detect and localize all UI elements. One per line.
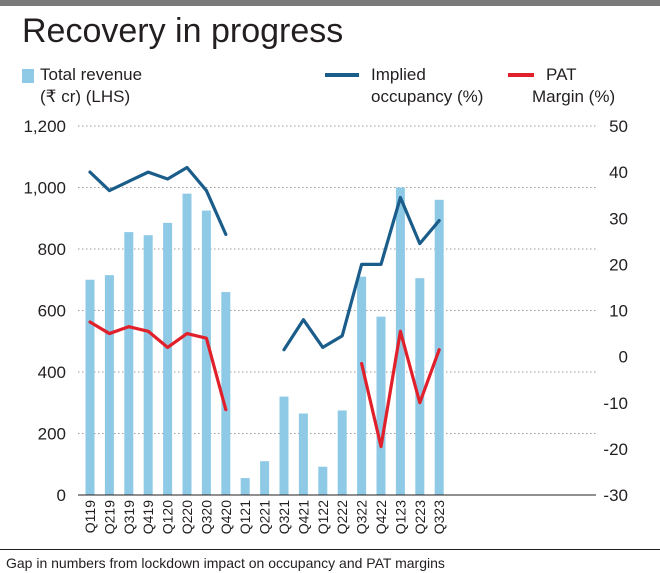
category-label: Q420 [218, 500, 234, 534]
revenue-bar [260, 461, 270, 495]
legend-pat-line1: PAT [546, 65, 577, 84]
top-rule [0, 0, 660, 6]
revenue-bar [415, 278, 425, 495]
right-tick-label: 0 [619, 348, 628, 367]
revenue-bar [240, 478, 250, 495]
chart-title: Recovery in progress [22, 12, 344, 50]
occupancy-line [282, 195, 441, 352]
pat-line [360, 329, 441, 449]
category-label: Q120 [160, 500, 176, 534]
left-tick-label: 1,000 [23, 179, 66, 198]
category-label: Q323 [431, 500, 447, 534]
category-label: Q422 [373, 500, 389, 534]
revenue-bar [182, 193, 192, 495]
left-tick-label: 0 [57, 486, 66, 505]
category-label: Q121 [237, 500, 253, 534]
left-tick-label: 800 [38, 240, 66, 259]
category-label: Q222 [334, 500, 350, 534]
legend-revenue-swatch [22, 69, 34, 83]
legend-occupancy-line2: occupancy (%) [371, 87, 484, 106]
legend-revenue-line1: Total revenue [40, 65, 143, 84]
category-label: Q119 [82, 500, 98, 533]
category-label: Q122 [315, 500, 331, 534]
category-label: Q322 [354, 500, 370, 534]
chart-area: 0 200 400 600 800 1,000 1,200 -30 -20 -10 0 10 20 30 4… [23, 117, 628, 534]
category-label: Q223 [412, 500, 428, 534]
right-tick-label: 40 [609, 163, 628, 182]
left-tick-label: 200 [38, 425, 66, 444]
category-label: Q123 [392, 500, 408, 534]
revenue-bar [318, 466, 328, 495]
category-label: Q220 [179, 500, 195, 534]
revenue-bar [104, 275, 114, 495]
category-label: Q221 [257, 500, 273, 534]
revenue-bar [201, 210, 211, 495]
revenue-bar [124, 232, 134, 495]
revenue-bar [279, 396, 289, 495]
chart-caption: Gap in numbers from lockdown impact on o… [6, 555, 445, 571]
right-tick-label: -10 [603, 394, 628, 413]
revenue-bar [395, 187, 405, 495]
category-label: Q321 [276, 500, 292, 534]
revenue-bar [434, 199, 444, 496]
category-label: Q419 [140, 500, 156, 534]
revenue-bar [357, 276, 367, 495]
legend-pat-line2: Margin (%) [532, 87, 616, 106]
revenue-bar [163, 222, 173, 496]
revenue-bar [221, 292, 231, 495]
left-tick-label: 400 [38, 363, 66, 382]
category-label: Q320 [198, 500, 214, 534]
right-tick-label: -20 [603, 440, 628, 459]
left-tick-label: 1,200 [23, 117, 66, 136]
legend-occupancy-line1: Implied [371, 65, 426, 84]
occupancy-line [88, 165, 228, 236]
caption-rule [0, 549, 660, 550]
legend-revenue-line2: (₹ cr) (LHS) [40, 87, 131, 106]
right-tick-label: 20 [609, 255, 628, 274]
revenue-bar [298, 413, 308, 495]
right-tick-label: -30 [603, 486, 628, 505]
legend-pat-swatch [508, 73, 534, 77]
revenue-bar [85, 279, 95, 495]
right-tick-label: 10 [609, 302, 628, 321]
pat-line [88, 320, 228, 412]
revenue-bar [337, 410, 347, 495]
revenue-bar [143, 235, 153, 495]
legend-occupancy-swatch [325, 73, 359, 77]
category-label: Q219 [101, 500, 117, 534]
left-tick-label: 600 [38, 302, 66, 321]
revenue-bar [376, 316, 386, 495]
right-tick-label: 30 [609, 209, 628, 228]
category-label: Q421 [295, 500, 311, 534]
category-label: Q319 [121, 500, 137, 534]
right-tick-label: 50 [609, 117, 628, 136]
